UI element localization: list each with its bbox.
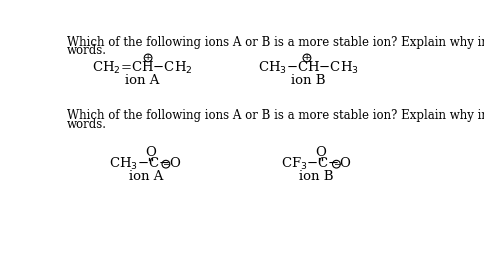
- Text: CH$_2$=CH$-$CH$_2$: CH$_2$=CH$-$CH$_2$: [91, 60, 192, 76]
- Text: Which of the following ions A or B is a more stable ion? Explain why in less tha: Which of the following ions A or B is a …: [67, 36, 484, 49]
- Text: +: +: [303, 53, 311, 62]
- Text: ion A: ion A: [125, 74, 159, 87]
- Text: +: +: [144, 53, 152, 62]
- Text: ion A: ion A: [129, 170, 163, 183]
- Text: ion B: ion B: [299, 170, 333, 183]
- Text: −: −: [162, 160, 170, 169]
- Text: words.: words.: [67, 118, 106, 131]
- Text: CF$_3$$-$C$-$O: CF$_3$$-$C$-$O: [281, 156, 351, 172]
- Text: O: O: [316, 146, 326, 159]
- Text: CH$_3$$-$C$-$O: CH$_3$$-$C$-$O: [109, 156, 182, 172]
- Text: words.: words.: [67, 44, 106, 57]
- Text: −: −: [333, 160, 340, 169]
- Text: CH$_3$$-$CH$-$CH$_3$: CH$_3$$-$CH$-$CH$_3$: [258, 60, 359, 76]
- Text: O: O: [145, 146, 156, 159]
- Text: ion B: ion B: [291, 74, 326, 87]
- Text: Which of the following ions A or B is a more stable ion? Explain why in less tha: Which of the following ions A or B is a …: [67, 109, 484, 123]
